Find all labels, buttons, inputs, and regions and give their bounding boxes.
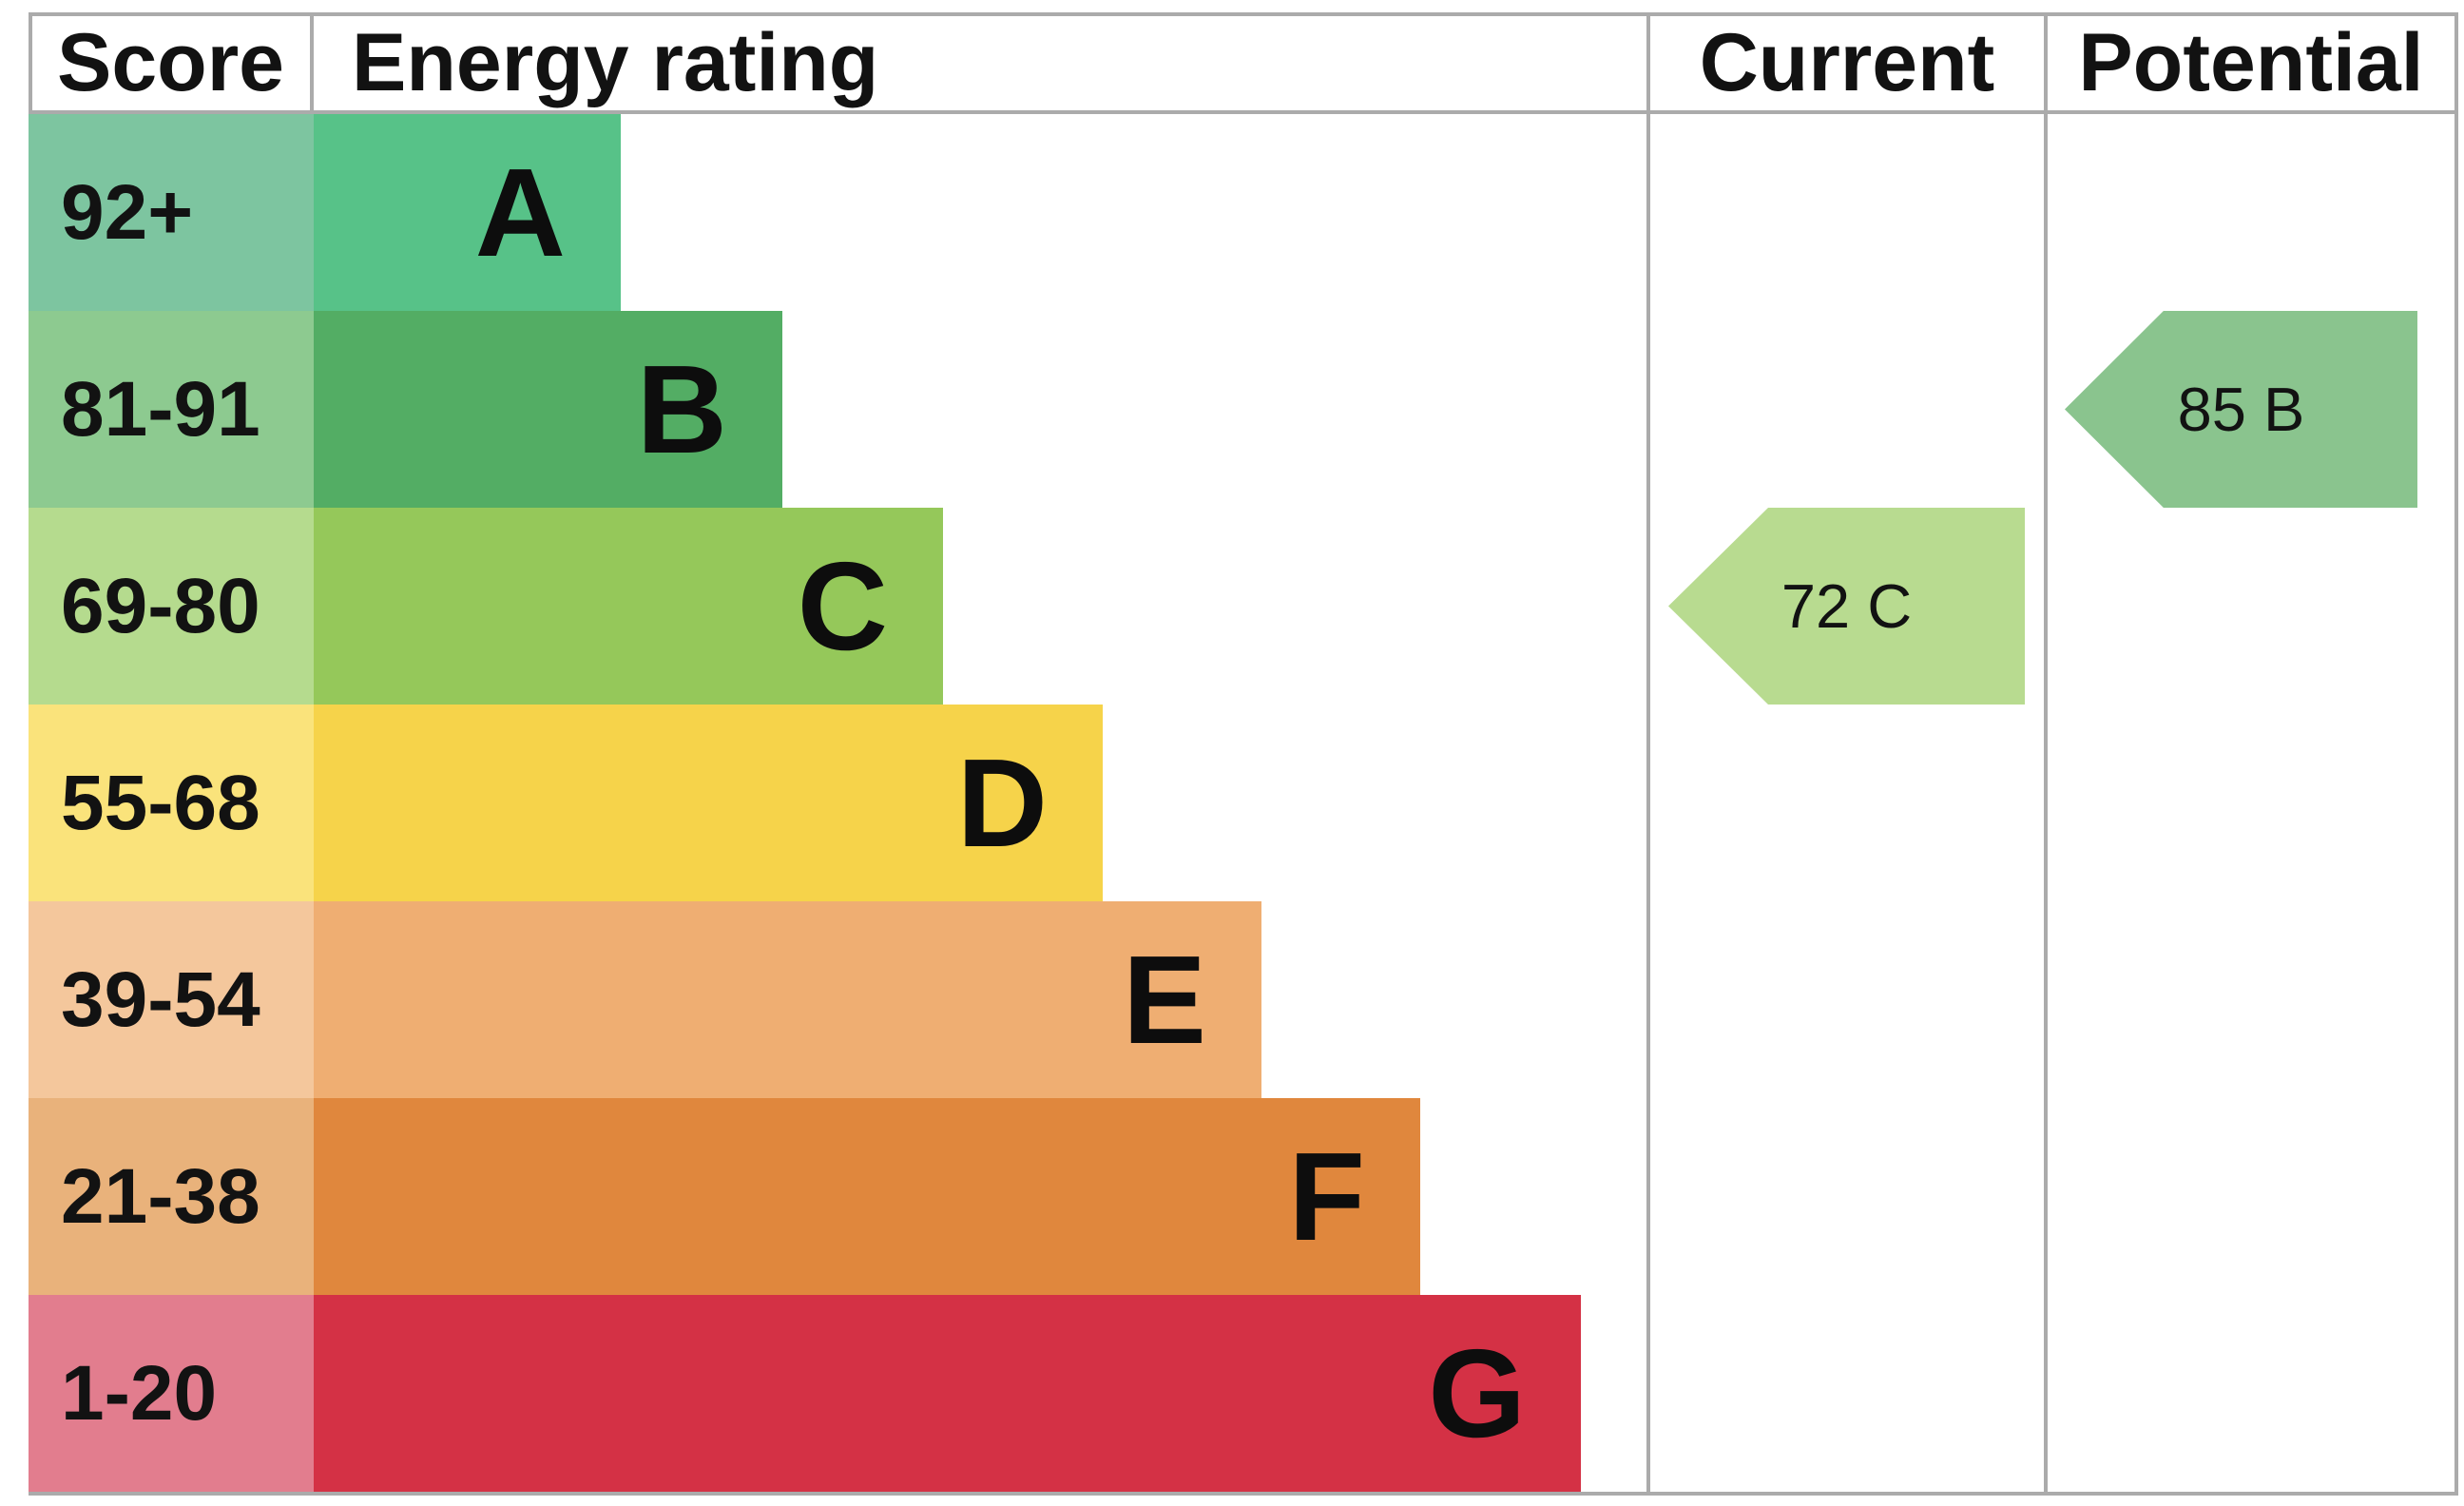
band-rows: 92+ A 81-91 B 69-80 C 55-68 D 39-54 <box>29 114 2458 1492</box>
potential-rating-label: 85 B <box>2177 375 2305 444</box>
band-letter-b: B <box>636 338 727 479</box>
band-row-d: 55-68 D <box>29 705 2458 901</box>
band-bar-b: B <box>314 311 782 508</box>
potential-column-divider <box>2044 12 2048 1496</box>
header-potential: Potential <box>2078 17 2424 108</box>
band-bar-f: F <box>314 1098 1420 1295</box>
score-range-b: 81-91 <box>29 311 314 508</box>
header-energy-rating: Energy rating <box>352 17 879 108</box>
score-range-g: 1-20 <box>29 1295 314 1492</box>
band-letter-f: F <box>1288 1126 1365 1266</box>
header-left-border <box>29 12 32 114</box>
band-row-f: 21-38 F <box>29 1098 2458 1295</box>
score-range-c: 69-80 <box>29 508 314 705</box>
table-right-border <box>2454 12 2458 1496</box>
header-current: Current <box>1699 17 1995 108</box>
header-divider-line <box>29 110 2458 114</box>
table-bottom-border <box>29 1492 2458 1496</box>
band-row-g: 1-20 G <box>29 1295 2458 1492</box>
score-range-f: 21-38 <box>29 1098 314 1295</box>
band-letter-e: E <box>1122 929 1206 1070</box>
current-rating-label: 72 C <box>1781 571 1913 641</box>
current-column-divider <box>1646 12 1650 1496</box>
band-letter-g: G <box>1428 1323 1526 1463</box>
score-range-d: 55-68 <box>29 705 314 901</box>
band-letter-d: D <box>956 732 1048 873</box>
band-letter-a: A <box>474 142 566 282</box>
band-bar-d: D <box>314 705 1103 901</box>
score-range-a: 92+ <box>29 114 314 311</box>
band-bar-g: G <box>314 1295 1581 1492</box>
band-bar-c: C <box>314 508 943 705</box>
band-bar-a: A <box>314 114 621 311</box>
band-row-b: 81-91 B <box>29 311 2458 508</box>
score-column-divider <box>310 12 314 114</box>
band-row-c: 69-80 C <box>29 508 2458 705</box>
table-top-border <box>29 12 2458 16</box>
band-letter-c: C <box>797 535 888 676</box>
band-row-a: 92+ A <box>29 114 2458 311</box>
band-bar-e: E <box>314 901 1261 1098</box>
band-row-e: 39-54 E <box>29 901 2458 1098</box>
score-range-e: 39-54 <box>29 901 314 1098</box>
header-score: Score <box>56 17 285 108</box>
